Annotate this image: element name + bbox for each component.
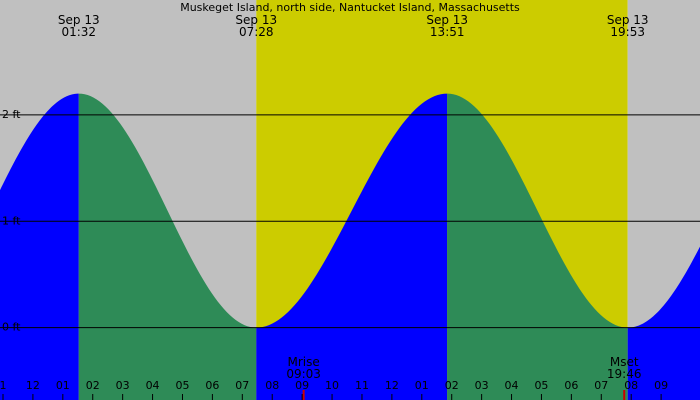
- x-tick-label: 03: [116, 379, 130, 392]
- x-tick-label: 10: [325, 379, 339, 392]
- x-tick-label: 01: [415, 379, 429, 392]
- x-tick-label: 12: [26, 379, 40, 392]
- chart-title: Muskeget Island, north side, Nantucket I…: [180, 1, 520, 14]
- event-time-label: 13:51: [430, 25, 465, 39]
- y-gridlines: [0, 114, 700, 329]
- x-tick-label: 05: [534, 379, 548, 392]
- moon-event-name: Mrise: [287, 355, 319, 369]
- x-tick-label: 08: [265, 379, 279, 392]
- x-tick-label: 04: [505, 379, 519, 392]
- falling-tide-area: [78, 93, 257, 400]
- moon-event-time: 09:03: [286, 367, 321, 381]
- x-tick-label: 07: [235, 379, 249, 392]
- moon-event-name: Mset: [610, 355, 639, 369]
- tide-curve: [0, 93, 700, 400]
- y-tick-labels: 0 ft 1 ft 2 ft: [2, 108, 21, 334]
- x-tick-label: 08: [624, 379, 638, 392]
- x-tick-label: 1: [0, 379, 6, 392]
- y-tick-label: 0 ft: [2, 321, 21, 334]
- event-time-label: 19:53: [610, 25, 645, 39]
- x-tick-label: 09: [654, 379, 668, 392]
- x-tick-label: 03: [475, 379, 489, 392]
- rising-tide-area: [256, 93, 448, 400]
- moon-event-time: 19:46: [607, 367, 642, 381]
- event-time-label: 07:28: [239, 25, 274, 39]
- rising-tide-area: [0, 93, 79, 400]
- x-tick-label: 12: [385, 379, 399, 392]
- event-date-label: Sep 13: [426, 13, 468, 27]
- x-tick-label: 04: [146, 379, 160, 392]
- x-tick-label: 09: [295, 379, 309, 392]
- event-date-label: Sep 13: [607, 13, 649, 27]
- x-tick-label: 01: [56, 379, 70, 392]
- x-tick-label: 05: [175, 379, 189, 392]
- rising-tide-area: [627, 246, 700, 400]
- x-tick-labels: 1 12 01 02 03 04 05 06 07 08 09 10 11 12 01 02 03 04 05 06 0…: [0, 379, 668, 400]
- event-date-label: Sep 13: [235, 13, 277, 27]
- x-tick-label: 02: [86, 379, 100, 392]
- event-date-label: Sep 13: [58, 13, 100, 27]
- x-tick-label: 06: [564, 379, 578, 392]
- y-tick-label: 2 ft: [2, 108, 21, 121]
- falling-tide-area: [447, 93, 628, 400]
- x-tick-label: 02: [445, 379, 459, 392]
- x-tick-label: 11: [355, 379, 369, 392]
- x-tick-label: 07: [594, 379, 608, 392]
- x-tick-label: 06: [205, 379, 219, 392]
- event-time-label: 01:32: [61, 25, 96, 39]
- y-tick-label: 1 ft: [2, 214, 21, 227]
